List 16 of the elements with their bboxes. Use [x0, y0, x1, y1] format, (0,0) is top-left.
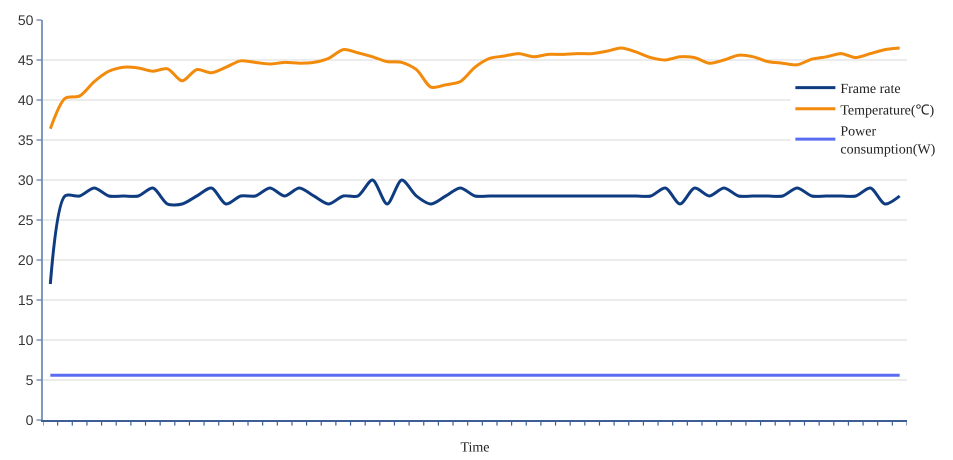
x-axis-title: Time — [460, 440, 490, 456]
y-tick-label: 20 — [18, 252, 34, 268]
y-tick-label: 15 — [18, 292, 34, 308]
legend-label: Temperature(℃) — [840, 103, 935, 118]
legend-label: Frame rate — [840, 82, 901, 98]
y-tick-label: 45 — [18, 52, 34, 68]
y-tick-label: 10 — [18, 332, 34, 348]
y-tick-label: 50 — [18, 12, 34, 28]
y-tick-label: 0 — [26, 412, 34, 428]
y-tick-label: 30 — [18, 172, 34, 188]
y-tick-label: 25 — [18, 212, 34, 228]
y-tick-label: 35 — [18, 132, 34, 148]
y-tick-label: 5 — [26, 372, 34, 388]
legend-label: Power consumption(W) — [840, 124, 936, 158]
line-series — [48, 178, 902, 286]
y-tick-label: 40 — [18, 92, 34, 108]
